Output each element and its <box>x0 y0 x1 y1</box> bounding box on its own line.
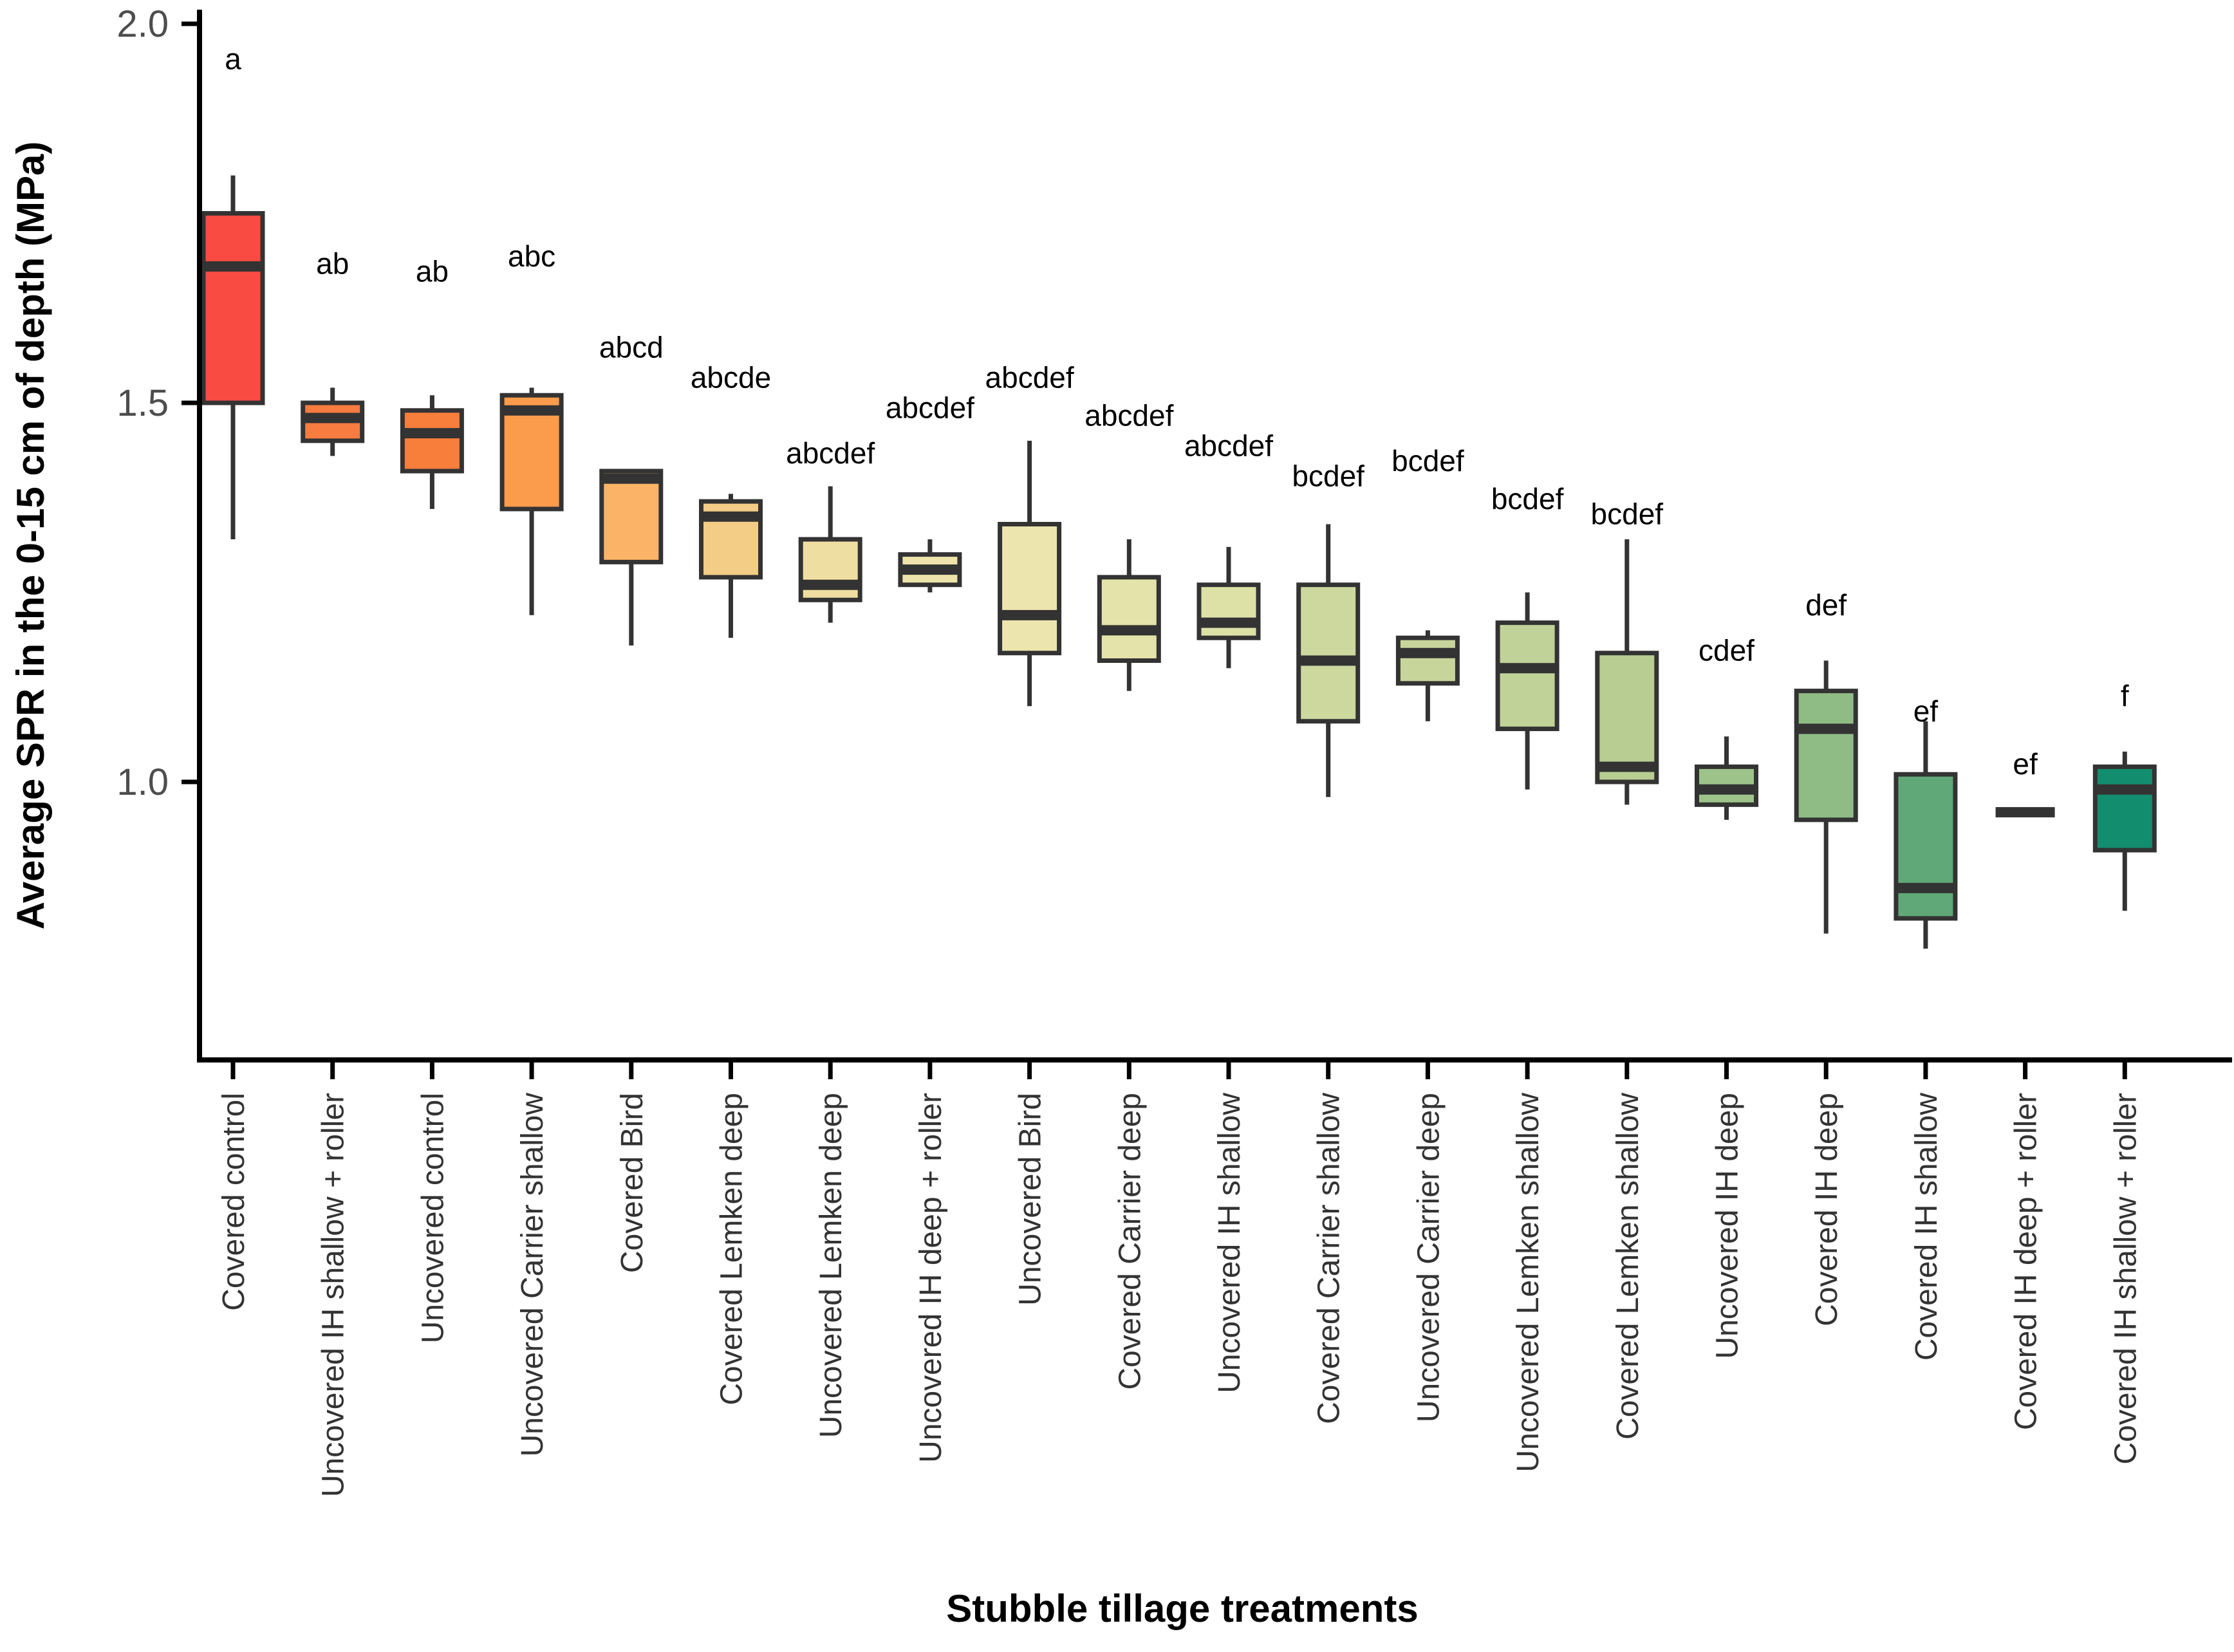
box-group-12 <box>1296 524 1361 797</box>
y-tick-label: 1.5 <box>116 382 169 424</box>
iqr-box <box>1595 651 1659 784</box>
iqr-box <box>1794 689 1858 822</box>
iqr-box <box>2092 764 2157 853</box>
box-group-3 <box>400 395 464 509</box>
category-label: Covered IH shallow <box>1910 1093 1944 1361</box>
box-group-18 <box>1894 721 1958 949</box>
iqr-box <box>1395 635 1460 686</box>
box-group-17 <box>1794 660 1858 934</box>
significance-letter: bcdef <box>1491 482 1564 515</box>
category-label: Uncovered control <box>416 1093 450 1344</box>
iqr-box <box>1097 575 1161 664</box>
box-group-20 <box>2092 751 2157 911</box>
box-group-15 <box>1595 539 1659 805</box>
iqr-box <box>1495 620 1559 732</box>
significance-letter: abcdef <box>886 391 974 425</box>
y-axis-title: Average SPR in the 0-15 cm of depth (MPa… <box>9 142 52 930</box>
significance-letter: ab <box>416 255 449 288</box>
category-label: Covered control <box>217 1093 251 1311</box>
significance-letter: a <box>225 42 241 76</box>
box-group-11 <box>1196 546 1261 669</box>
iqr-box <box>201 211 265 405</box>
category-label: Uncovered IH deep <box>1711 1093 1745 1359</box>
category-label: Covered Lemken shallow <box>1611 1093 1645 1440</box>
significance-letter: abcdef <box>985 360 1074 394</box>
box-group-6 <box>699 494 763 638</box>
significance-letter: abcd <box>599 330 664 364</box>
significance-letter: bcdef <box>1591 497 1664 530</box>
category-label: Uncovered IH shallow <box>1213 1093 1247 1393</box>
significance-letter: cdef <box>1699 634 1755 667</box>
iqr-box <box>1196 582 1261 640</box>
iqr-box <box>798 537 862 602</box>
significance-letter: ef <box>1913 694 1939 728</box>
significance-letter: f <box>2121 679 2129 712</box>
iqr-box <box>1894 772 1958 921</box>
box-group-4 <box>499 387 564 615</box>
box-group-2 <box>301 387 365 456</box>
iqr-box <box>599 469 664 564</box>
category-label: Covered IH shallow + roller <box>2108 1093 2143 1465</box>
box-group-10 <box>1097 539 1161 691</box>
box-group-16 <box>1695 736 1758 820</box>
category-label: Uncovered IH deep + roller <box>914 1093 948 1463</box>
category-label: Uncovered IH shallow + roller <box>317 1093 351 1497</box>
category-label: Uncovered Bird <box>1014 1093 1048 1306</box>
category-label: Covered Lemken deep <box>715 1093 749 1406</box>
significance-letter: bcdef <box>1292 459 1364 493</box>
iqr-box <box>400 408 464 474</box>
category-label: Covered Bird <box>615 1093 649 1273</box>
box-group-5 <box>599 469 664 645</box>
y-tick-label: 1.0 <box>116 761 169 803</box>
x-ticks-layer: Covered control Uncovered IH shallow + ro… <box>217 1060 2143 1497</box>
category-label: Covered Carrier shallow <box>1312 1093 1346 1424</box>
significance-letter: abcde <box>691 360 771 394</box>
category-label: Covered IH deep <box>1810 1093 1844 1326</box>
box-group-8 <box>898 539 962 593</box>
significance-letter: abcdef <box>1084 398 1173 432</box>
category-label: Covered IH deep + roller <box>2009 1093 2043 1430</box>
significance-letter: abcdef <box>786 436 875 470</box>
category-label: Uncovered Lemken deep <box>814 1093 848 1438</box>
y-ticks-layer: 2.0 1.5 1.0 <box>116 3 197 803</box>
box-group-7 <box>798 486 862 623</box>
iqr-box <box>998 521 1062 656</box>
box-group-14 <box>1495 592 1559 790</box>
category-label: Uncovered Lemken shallow <box>1511 1093 1545 1472</box>
box-group-13 <box>1395 630 1460 721</box>
boxes-layer <box>201 175 2157 949</box>
significance-letters-layer: a ab ab abc abcd abcde abcdef abcdef abcdef abcde… <box>225 42 2129 781</box>
axes-layer <box>197 10 2232 1063</box>
significance-letter: abc <box>508 239 555 273</box>
category-label: Uncovered Carrier shallow <box>516 1093 550 1457</box>
significance-letter: ef <box>2013 747 2038 781</box>
box-group-9 <box>998 440 1062 707</box>
x-axis-title: Stubble tillage treatments <box>946 1587 1418 1630</box>
y-tick-label: 2.0 <box>116 3 169 45</box>
iqr-box <box>1296 582 1361 724</box>
significance-letter: ab <box>316 247 349 281</box>
significance-letter: abcdef <box>1184 429 1273 462</box>
box-group-1 <box>201 175 265 540</box>
category-label: Uncovered Carrier deep <box>1411 1093 1446 1422</box>
significance-letter: bcdef <box>1392 444 1464 478</box>
significance-letter: def <box>1805 588 1847 622</box>
category-label: Covered Carrier deep <box>1113 1093 1147 1390</box>
